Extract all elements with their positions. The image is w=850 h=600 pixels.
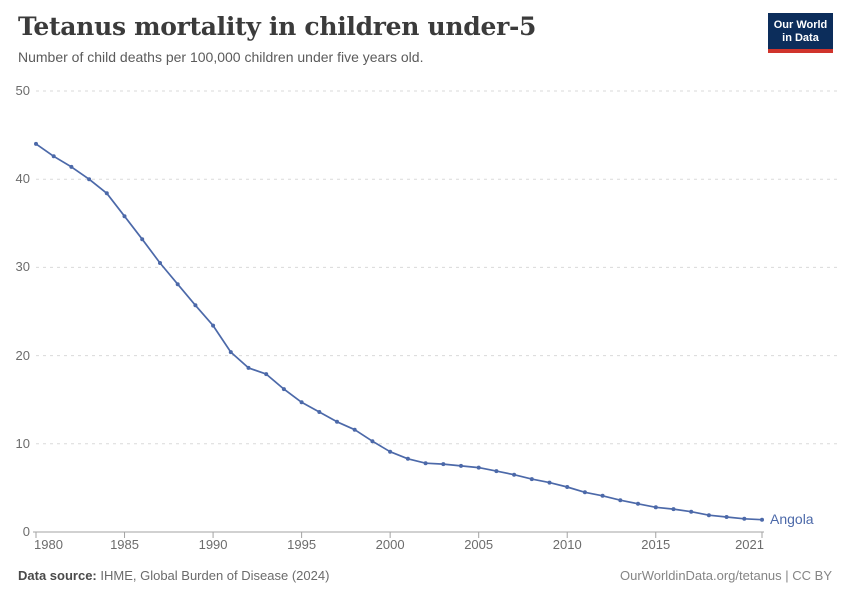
data-source: Data source: IHME, Global Burden of Dise… [18, 568, 329, 583]
data-point [299, 400, 304, 405]
x-axis-tick-label: 1990 [198, 537, 228, 552]
x-axis-tick-label: 1995 [287, 537, 317, 552]
owid-logo-line2: in Data [782, 32, 819, 44]
data-point [352, 427, 357, 432]
series-label-angola: Angola [770, 510, 814, 527]
data-point [618, 498, 623, 503]
data-point [405, 456, 410, 461]
data-point [69, 164, 74, 169]
data-point [104, 191, 109, 196]
chart-subtitle: Number of child deaths per 100,000 child… [18, 49, 424, 65]
x-axis-tick-label: 2000 [375, 537, 405, 552]
data-point [140, 237, 145, 242]
data-source-text: IHME, Global Burden of Disease (2024) [96, 568, 330, 583]
data-line [35, 143, 763, 521]
page-title: Tetanus mortality in children under-5 [18, 12, 537, 41]
data-point [335, 419, 339, 424]
data-point [264, 372, 269, 377]
data-point [441, 462, 446, 467]
data-point [317, 410, 322, 414]
data-point [34, 141, 38, 146]
data-source-label: Data source: [18, 568, 97, 583]
data-point [459, 463, 463, 468]
x-axis-tick-label: 1980 [34, 537, 63, 552]
y-axis-tick-label: 50 [15, 83, 30, 98]
credit-link[interactable]: OurWorldinData.org/tetanus | CC BY [620, 568, 832, 583]
data-point [51, 154, 56, 159]
data-point [724, 515, 729, 519]
data-point [582, 490, 587, 495]
y-axis-tick-label: 40 [15, 171, 30, 187]
data-point [512, 472, 517, 477]
data-point [565, 485, 570, 489]
y-axis-tick-label: 20 [15, 347, 30, 363]
data-point [122, 214, 127, 219]
data-point [653, 505, 658, 510]
x-axis-tick-label: 2010 [552, 537, 582, 552]
data-point [671, 507, 676, 512]
data-point [158, 261, 162, 265]
data-point [742, 516, 747, 521]
owid-logo-line1: Our World [773, 19, 828, 31]
data-point [228, 350, 233, 355]
data-point [529, 477, 534, 482]
y-axis-tick-label: 10 [15, 435, 30, 451]
owid-logo[interactable]: Our World in Data [768, 13, 833, 53]
data-point [600, 493, 605, 498]
x-axis-tick-label: 2015 [641, 537, 671, 552]
y-axis-tick-label: 0 [22, 524, 30, 539]
data-point [706, 513, 711, 518]
x-axis-tick-label: 2021 [735, 537, 764, 552]
data-point [636, 501, 640, 506]
data-point [246, 365, 251, 370]
data-point [175, 282, 180, 287]
data-point [494, 469, 499, 474]
y-axis-tick-label: 30 [15, 259, 30, 275]
data-point [370, 439, 375, 444]
data-point [423, 461, 428, 466]
data-point [760, 517, 764, 522]
data-point [388, 449, 393, 454]
x-axis-tick-label: 2005 [464, 537, 494, 552]
data-point [281, 387, 286, 392]
data-point [211, 323, 216, 328]
data-point [547, 480, 552, 485]
data-point [476, 465, 481, 470]
x-axis-tick-label: 1985 [110, 537, 139, 552]
data-point [689, 509, 694, 514]
data-point [193, 303, 198, 308]
data-point [87, 177, 92, 182]
